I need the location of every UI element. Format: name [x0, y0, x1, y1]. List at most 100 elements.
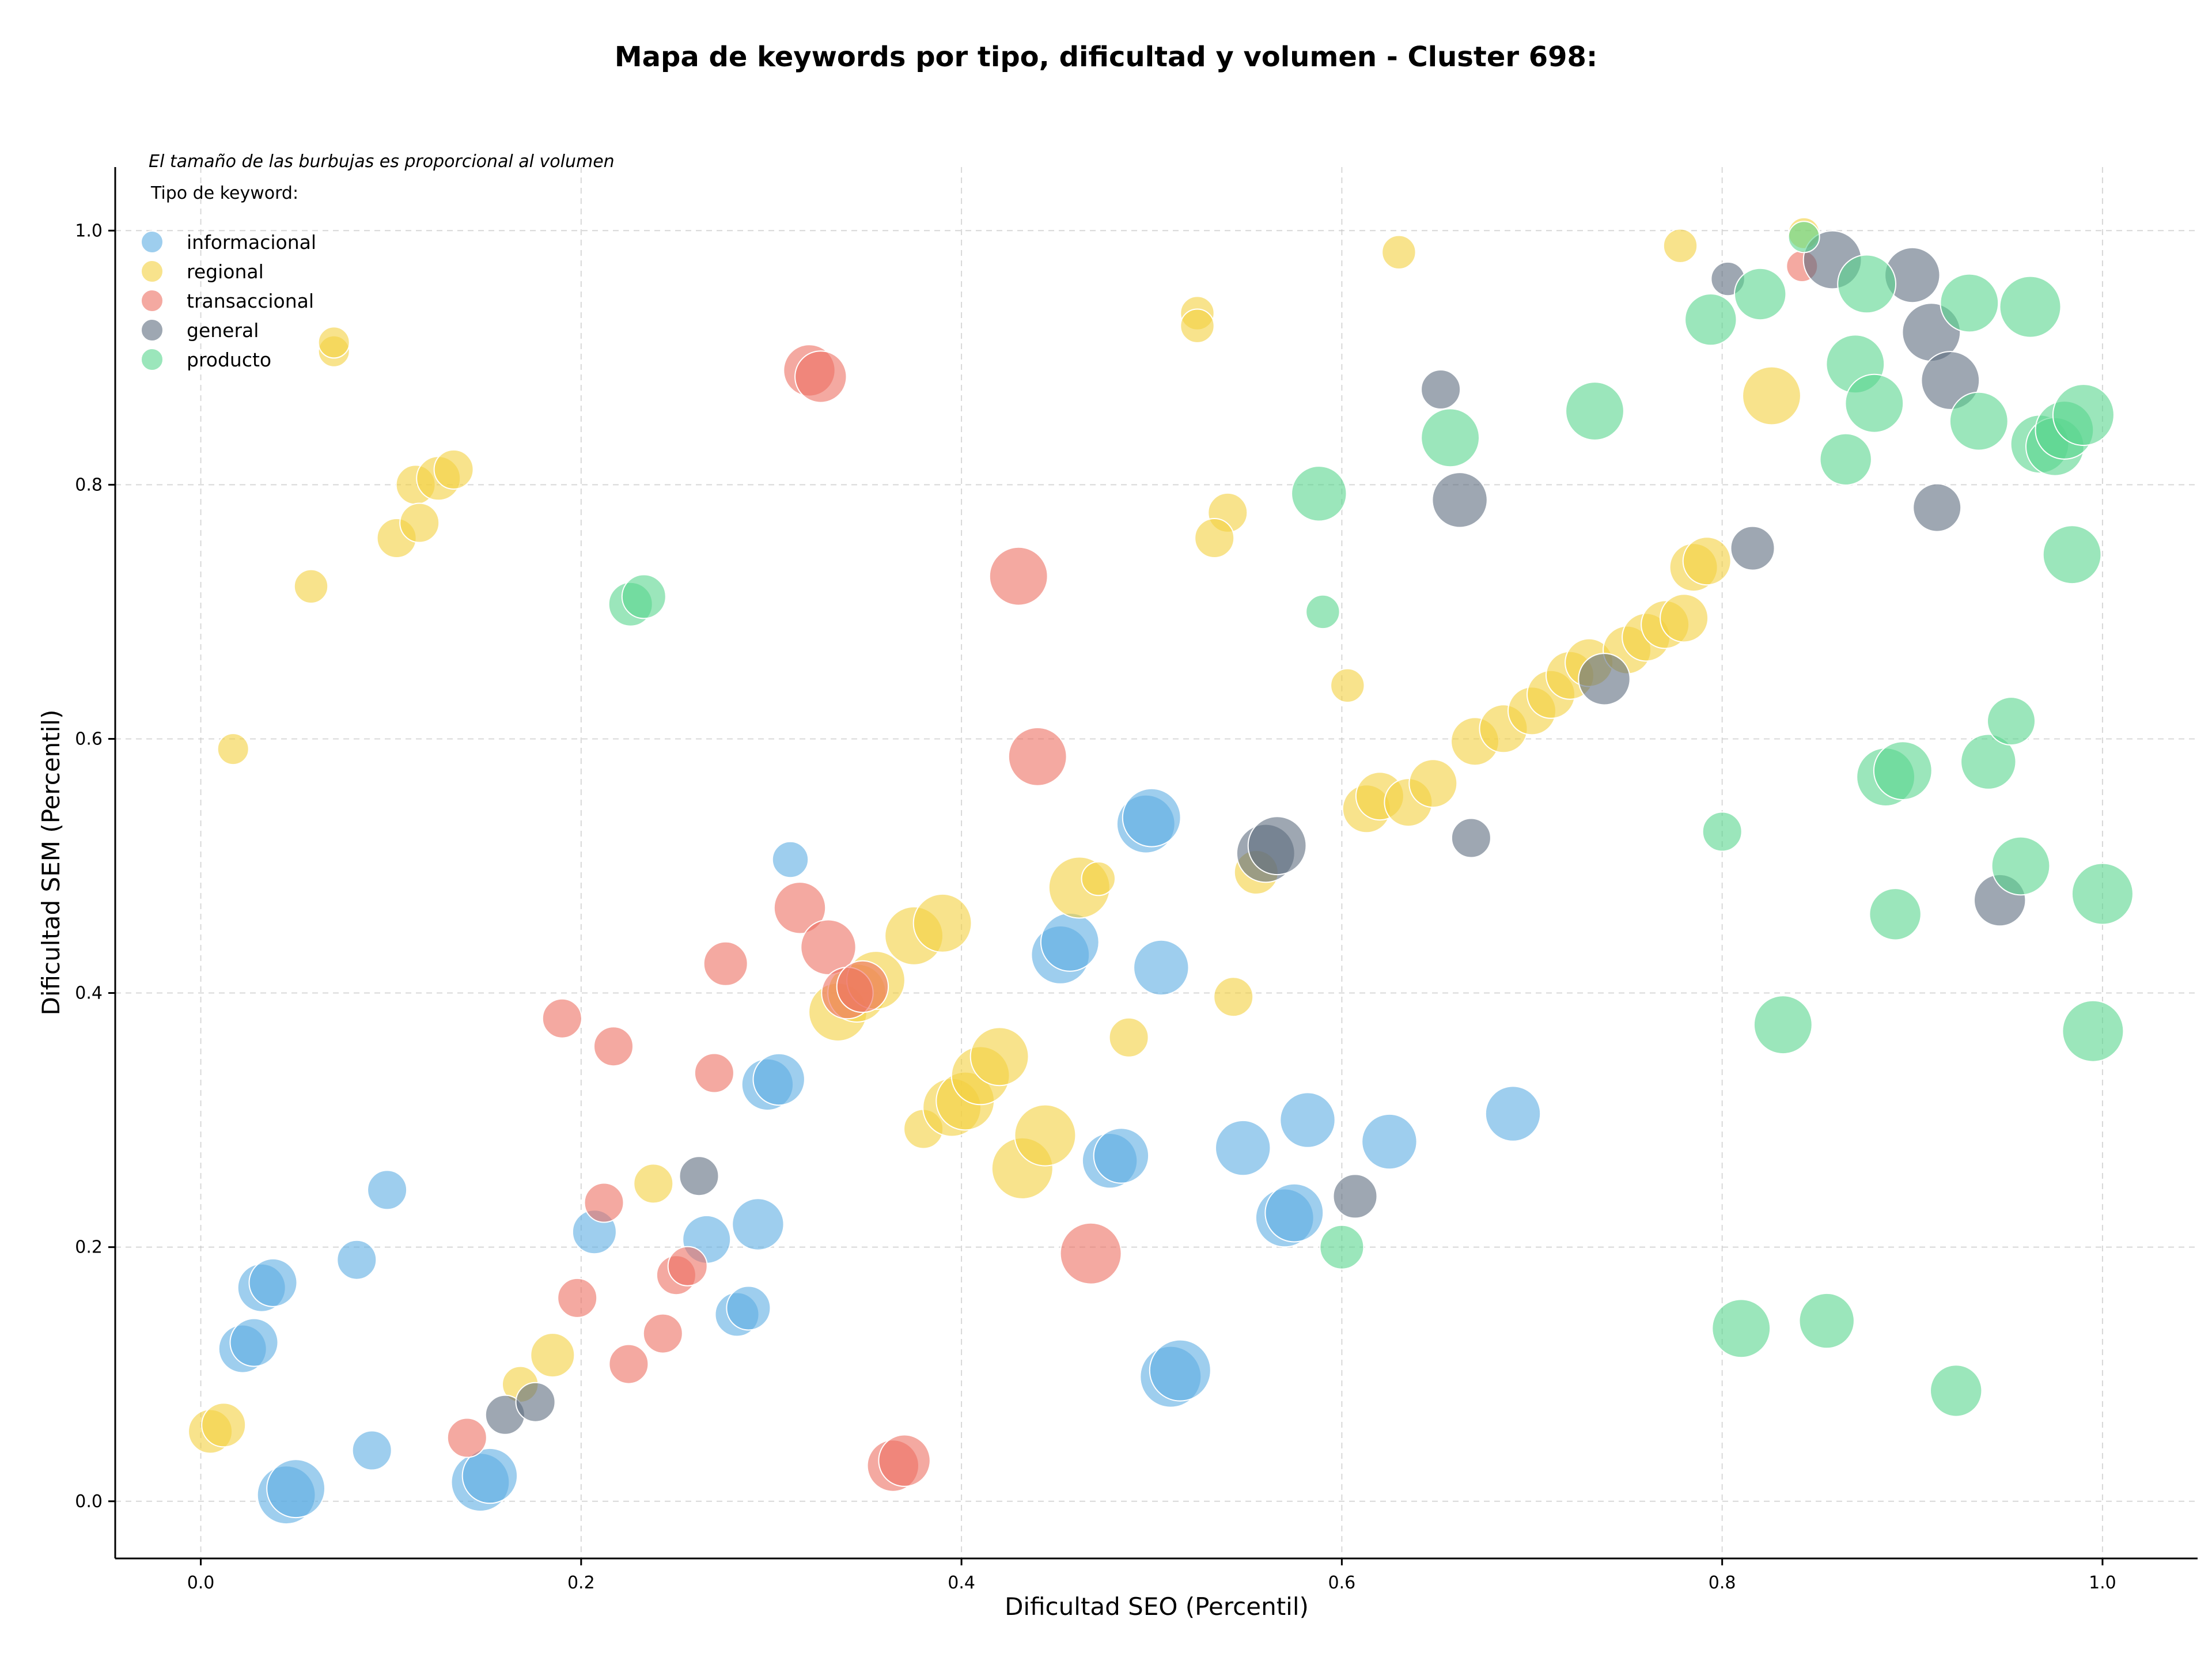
bubble-regional	[912, 893, 972, 953]
legend-marker-regional	[141, 260, 164, 283]
bubble-transaccional	[703, 941, 748, 986]
bubble-transaccional	[878, 1434, 931, 1487]
bubble-informacional	[248, 1258, 298, 1307]
bubble-regional	[433, 449, 474, 490]
bubble-informacional	[229, 1318, 279, 1367]
bubble-regional	[969, 1027, 1029, 1087]
bubble-general	[1450, 818, 1491, 858]
x-ticks: 0.0 0.2 0.4 0.6 0.8 1.0	[187, 1558, 2116, 1593]
bubble-regional	[1014, 1104, 1077, 1167]
series-informacional	[218, 788, 1541, 1525]
y-tick-label: 0.8	[75, 475, 103, 495]
bubble-producto	[1873, 741, 1933, 800]
bubble-producto	[1930, 1364, 1983, 1417]
bubble-producto	[621, 574, 666, 619]
bubble-producto	[1421, 408, 1480, 468]
bubble-producto	[1753, 995, 1813, 1055]
bubble-informacional	[1093, 1127, 1150, 1184]
bubble-general	[1730, 525, 1775, 571]
bubble-informacional	[367, 1170, 408, 1210]
bubble-regional	[399, 502, 440, 543]
y-tick-label: 0.4	[75, 983, 103, 1004]
bubble-producto	[1565, 381, 1624, 441]
bubble-transaccional	[988, 546, 1048, 606]
bubble-informacional	[266, 1459, 325, 1519]
bubble-size-note: El tamaño de las burbujas es proporciona…	[149, 152, 615, 172]
x-tick-label: 0.0	[187, 1573, 215, 1593]
bubble-informacional	[1361, 1113, 1418, 1170]
bubble-general	[1578, 653, 1631, 706]
bubble-producto	[1949, 391, 2009, 451]
bubble-producto	[2042, 525, 2102, 585]
bubble-producto	[1991, 836, 2051, 896]
bubbles-layer	[188, 217, 2134, 1525]
bubble-informacional	[1264, 1183, 1324, 1243]
bubble-producto	[1819, 433, 1872, 486]
bubble-producto	[1319, 1224, 1365, 1270]
bubble-regional	[1180, 308, 1215, 343]
bubble-producto	[2062, 1000, 2124, 1062]
bubble-producto	[1987, 697, 2036, 746]
x-axis-label: Dificultad SEO (Percentil)	[1005, 1592, 1309, 1621]
chart-title: Mapa de keywords por tipo, dificultad y …	[615, 41, 1597, 73]
x-tick-label: 1.0	[2089, 1573, 2116, 1593]
bubble-producto	[1844, 373, 1904, 433]
bubble-transaccional	[593, 1026, 634, 1067]
grid	[115, 167, 2198, 1558]
x-tick-label: 0.6	[1328, 1573, 1356, 1593]
bubble-transaccional	[694, 1053, 734, 1094]
bubble-informacional	[771, 841, 809, 879]
bubble-transaccional	[800, 919, 857, 975]
legend-marker-transaccional	[141, 289, 164, 312]
series-transaccional	[446, 250, 1819, 1492]
bubble-informacional	[461, 1447, 518, 1504]
bubble-transaccional	[642, 1313, 683, 1354]
bubble-general	[1332, 1174, 1378, 1219]
bubble-informacional	[1279, 1092, 1336, 1148]
bubble-transaccional	[794, 350, 847, 403]
bubble-general	[1421, 369, 1461, 410]
bubble-informacional	[752, 1053, 805, 1106]
bubble-transaccional	[541, 998, 582, 1039]
x-tick-label: 0.2	[567, 1573, 595, 1593]
bubble-regional	[1108, 1017, 1149, 1058]
bubble-producto	[1711, 1299, 1771, 1359]
bubble-regional	[1381, 234, 1416, 270]
y-ticks: 0.0 0.2 0.4 0.6 0.8 1.0	[75, 221, 115, 1512]
bubble-general	[679, 1156, 719, 1197]
bubble-regional	[217, 733, 249, 766]
bubble-transaccional	[773, 881, 827, 934]
y-axis-label: Dificultad SEM (Percentil)	[37, 710, 65, 1016]
x-tick-label: 0.8	[1709, 1573, 1736, 1593]
y-tick-label: 0.2	[75, 1238, 103, 1258]
legend-label-producto: producto	[187, 349, 271, 371]
y-tick-label: 1.0	[75, 221, 103, 241]
bubble-regional	[1081, 861, 1116, 896]
bubble-general	[1921, 351, 1980, 410]
bubble-informacional	[732, 1198, 785, 1251]
bubble-regional	[530, 1333, 575, 1378]
bubble-general	[1912, 483, 1962, 532]
y-tick-label: 0.6	[75, 729, 103, 749]
bubble-transaccional	[667, 1246, 708, 1287]
bubble-regional	[1660, 593, 1709, 643]
bubble-general	[1247, 816, 1307, 876]
bubble-informacional	[1040, 912, 1100, 972]
bubble-regional	[1213, 977, 1254, 1017]
bubble-transaccional	[1007, 727, 1067, 786]
legend-marker-general	[141, 319, 164, 342]
bubble-producto	[1305, 594, 1340, 630]
bubble-regional	[1330, 668, 1365, 703]
bubble-producto	[1999, 275, 2062, 338]
legend: Tipo de keyword: informacional regional tr…	[141, 183, 316, 371]
legend-label-transaccional: transaccional	[187, 290, 314, 312]
bubble-informacional	[1133, 939, 1190, 996]
bubble-producto	[1702, 811, 1743, 852]
bubble-producto	[1960, 733, 2017, 790]
legend-title: Tipo de keyword:	[150, 183, 298, 203]
bubble-producto	[1798, 1292, 1855, 1349]
axes	[114, 167, 2198, 1560]
bubble-producto	[1787, 221, 1820, 253]
bubble-producto	[1291, 466, 1347, 522]
